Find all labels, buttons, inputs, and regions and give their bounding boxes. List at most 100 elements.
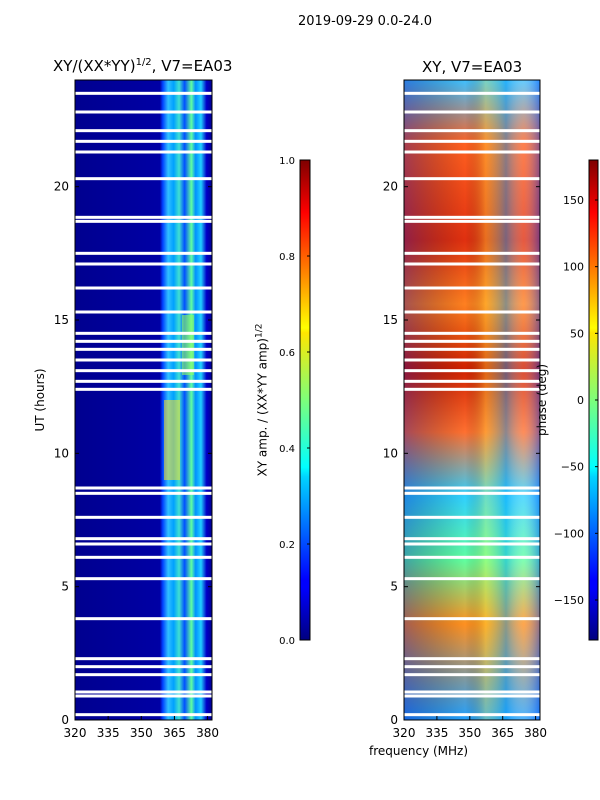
left-gap-line bbox=[75, 215, 212, 219]
right-gap-line bbox=[404, 577, 540, 581]
left-gap-line bbox=[75, 542, 212, 546]
left-gap-line bbox=[75, 347, 212, 351]
right-panel-title: XY, V7=EA03 bbox=[422, 58, 523, 76]
right-xtick-label: 335 bbox=[425, 726, 448, 740]
left-colorbar-label-prefix: XY amp. / (XX*YY amp) bbox=[255, 338, 270, 477]
left-heatmap-field bbox=[75, 80, 212, 720]
left-gap-line bbox=[75, 262, 212, 266]
right-gap-line bbox=[404, 358, 540, 362]
right-cb-tick-label: 100 bbox=[563, 261, 584, 274]
right-cb-tick-label: 50 bbox=[570, 327, 584, 340]
right-colorbar-label: phase (deg) bbox=[535, 363, 549, 437]
left-gap-line bbox=[75, 713, 212, 717]
left-xtick-label: 365 bbox=[163, 726, 186, 740]
left-gap-line bbox=[75, 617, 212, 621]
left-ytick-label: 15 bbox=[54, 313, 69, 327]
left-colorbar-bar bbox=[299, 159, 311, 641]
right-heatmap-frame bbox=[403, 79, 541, 721]
right-ytick-label: 15 bbox=[383, 313, 398, 327]
super-title: 2019-09-29 0.0-24.0 bbox=[298, 14, 432, 29]
left-gap-line bbox=[75, 150, 212, 154]
left-gap-line bbox=[75, 369, 212, 373]
left-gap-line bbox=[75, 177, 212, 181]
left-gap-line bbox=[75, 491, 212, 495]
right-gap-line bbox=[404, 339, 540, 343]
right-ytick-label: 10 bbox=[383, 446, 398, 460]
left-cb-tick-label: 0.6 bbox=[279, 348, 295, 359]
left-gap-line bbox=[75, 251, 212, 255]
right-gap-line bbox=[404, 694, 540, 698]
left-xtick-label: 335 bbox=[97, 726, 120, 740]
right-gap-line bbox=[404, 542, 540, 546]
left-ytick-label: 0 bbox=[61, 713, 69, 727]
left-ytick-label: 10 bbox=[54, 446, 69, 460]
left-gap-line bbox=[75, 537, 212, 541]
left-gap-line bbox=[75, 331, 212, 335]
left-xtick-label: 380 bbox=[196, 726, 219, 740]
left-colorbar-label-exp: 1/2 bbox=[254, 323, 265, 339]
right-gap-line bbox=[404, 150, 540, 154]
right-heatmap-overlay bbox=[404, 80, 540, 720]
right-gap-line bbox=[404, 690, 540, 694]
right-gap-line bbox=[404, 713, 540, 717]
right-gap-line bbox=[404, 110, 540, 114]
left-gap-line bbox=[75, 690, 212, 694]
right-gap-line bbox=[404, 491, 540, 495]
left-gap-line bbox=[75, 339, 212, 343]
left-title-prefix: XY/(XX*YY) bbox=[53, 57, 136, 75]
left-xtick-label: 320 bbox=[64, 726, 87, 740]
right-gap-line bbox=[404, 617, 540, 621]
left-gap-line bbox=[75, 139, 212, 143]
right-gap-line bbox=[404, 347, 540, 351]
right-gap-line bbox=[404, 537, 540, 541]
right-xtick-label: 350 bbox=[458, 726, 481, 740]
left-gap-line bbox=[75, 379, 212, 383]
left-cb-tick-label: 0.4 bbox=[279, 444, 295, 455]
right-xtick-label: 365 bbox=[491, 726, 514, 740]
right-gap-line bbox=[404, 139, 540, 143]
right-gap-line bbox=[404, 331, 540, 335]
right-gap-line bbox=[404, 219, 540, 223]
right-gap-line bbox=[404, 215, 540, 219]
left-gap-line bbox=[75, 358, 212, 362]
right-ytick-label: 0 bbox=[390, 713, 398, 727]
left-gap-line bbox=[75, 219, 212, 223]
left-gap-line bbox=[75, 91, 212, 95]
left-cb-tick-label: 0.8 bbox=[279, 252, 295, 263]
left-gap-line bbox=[75, 110, 212, 114]
left-gap-line bbox=[75, 310, 212, 314]
left-title-exp: 1/2 bbox=[135, 57, 152, 68]
right-gap-line bbox=[404, 286, 540, 290]
left-gap-line bbox=[75, 555, 212, 559]
left-y-axis-label: UT (hours) bbox=[33, 368, 47, 432]
left-ytick-label: 5 bbox=[61, 580, 69, 594]
left-panel-title: XY/(XX*YY)1/2, V7=EA03 bbox=[53, 57, 232, 75]
left-gap-line bbox=[75, 673, 212, 677]
right-ytick-label: 5 bbox=[390, 580, 398, 594]
left-cb-tick-label: 0.0 bbox=[279, 636, 295, 647]
left-gap-line bbox=[75, 486, 212, 490]
right-xtick-label: 320 bbox=[393, 726, 416, 740]
right-cb-tick-label: −150 bbox=[554, 594, 584, 607]
right-gap-line bbox=[404, 262, 540, 266]
right-gap-line bbox=[404, 177, 540, 181]
right-gap-line bbox=[404, 310, 540, 314]
left-gap-line bbox=[75, 665, 212, 669]
right-cb-tick-label: −100 bbox=[554, 527, 584, 540]
right-cb-tick-label: −50 bbox=[561, 461, 584, 474]
right-gap-line bbox=[404, 129, 540, 133]
right-cb-tick-label: 150 bbox=[563, 194, 584, 207]
right-gap-line bbox=[404, 657, 540, 661]
right-gap-line bbox=[404, 379, 540, 383]
left-gap-line bbox=[75, 387, 212, 391]
left-gap-line bbox=[75, 129, 212, 133]
right-gap-line bbox=[404, 515, 540, 519]
left-xtick-label: 350 bbox=[130, 726, 153, 740]
right-cb-tick-label: 0 bbox=[577, 394, 584, 407]
left-heatmap-bright-patch bbox=[164, 400, 180, 480]
